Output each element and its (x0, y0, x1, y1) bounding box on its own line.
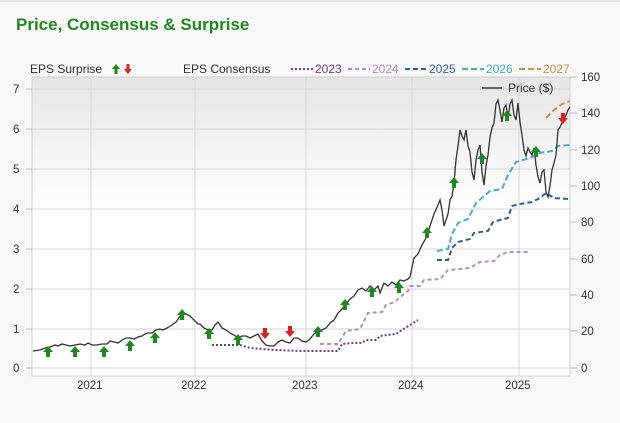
right-tick: 140 (581, 108, 600, 120)
gridlines (32, 77, 570, 376)
right-tick: 60 (581, 254, 594, 266)
consensus-2025-line (437, 191, 571, 261)
plot-area (31, 76, 571, 377)
legend-2027: 2027 (543, 62, 570, 76)
left-tick: 7 (13, 84, 19, 96)
top-divider (0, 0, 620, 2)
miss-arrow-icon (260, 113, 568, 339)
legend-eps-consensus: EPS Consensus (183, 62, 270, 76)
right-tick: 120 (581, 145, 600, 157)
x-tick: 2025 (505, 380, 531, 392)
price-legend-label: Price ($) (508, 81, 553, 95)
right-tick: 80 (581, 217, 594, 229)
price-line (32, 97, 571, 352)
right-axis: 0 20 40 60 80 100 120 140 160 (570, 72, 600, 375)
consensus-2027-line (545, 100, 571, 119)
right-tick: 0 (581, 363, 587, 375)
x-tick: 2024 (398, 380, 424, 392)
beat-arrow-icon (112, 64, 120, 74)
eps-surprise-markers (43, 110, 568, 357)
left-tick: 0 (13, 363, 19, 375)
legend-2025: 2025 (429, 62, 456, 76)
x-tick: 2022 (181, 380, 207, 392)
left-tick: 2 (13, 284, 19, 296)
legend-2024: 2024 (372, 62, 399, 76)
right-tick: 160 (581, 72, 600, 84)
miss-arrow-icon (124, 64, 132, 74)
x-tick: 2021 (77, 380, 103, 392)
right-tick: 40 (581, 290, 594, 302)
left-tick: 3 (13, 244, 19, 256)
beat-arrow-icon (43, 110, 541, 357)
left-tick: 1 (13, 324, 19, 336)
chart-title: Price, Consensus & Surprise (16, 15, 250, 34)
left-tick: 4 (13, 204, 20, 216)
right-tick: 20 (581, 326, 594, 338)
legend-2023: 2023 (315, 62, 342, 76)
price-legend: Price ($) (482, 81, 553, 95)
consensus-2026-line (436, 144, 571, 252)
legend: EPS Surprise EPS Consensus 2023 2024 202… (30, 62, 570, 76)
left-axis: 0 1 2 3 4 5 6 7 (13, 84, 32, 375)
consensus-2024-line (320, 251, 530, 345)
x-tick: 2023 (292, 380, 318, 392)
left-tick: 6 (13, 124, 19, 136)
legend-eps-surprise: EPS Surprise (30, 62, 102, 76)
x-axis: 2021 2022 2023 2024 2025 (77, 380, 531, 392)
legend-2026: 2026 (486, 62, 513, 76)
right-tick: 100 (581, 181, 600, 193)
left-tick: 5 (13, 164, 19, 176)
